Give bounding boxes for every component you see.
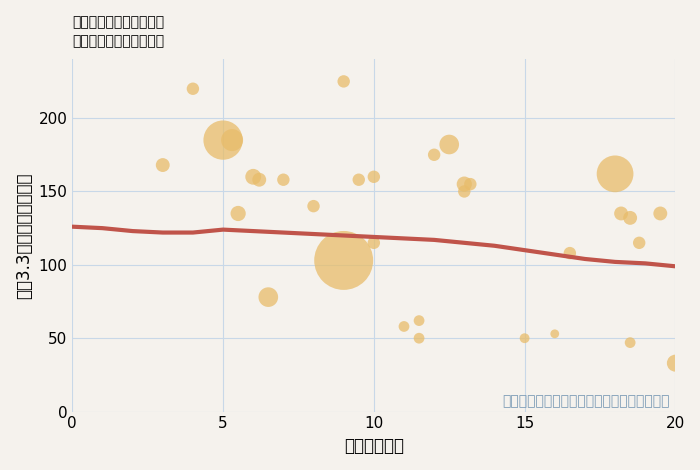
Text: 円の大きさは、取引のあった物件面積を示す: 円の大きさは、取引のあった物件面積を示す: [502, 394, 669, 408]
Point: [338, 257, 349, 264]
Point: [218, 136, 229, 144]
Y-axis label: 坪（3.3㎡）単価（万円）: 坪（3.3㎡）単価（万円）: [15, 172, 33, 299]
Point: [414, 317, 425, 324]
Point: [465, 180, 476, 188]
Point: [458, 188, 470, 195]
Point: [624, 214, 636, 222]
Point: [444, 141, 455, 148]
Point: [368, 239, 379, 247]
Point: [564, 250, 575, 257]
Point: [634, 239, 645, 247]
Point: [248, 173, 259, 180]
Point: [550, 330, 561, 337]
Point: [158, 161, 169, 169]
Text: 千葉県船橋市薬園台町の
駅距離別中古戸建て価格: 千葉県船橋市薬園台町の 駅距離別中古戸建て価格: [72, 15, 164, 48]
Point: [232, 210, 244, 217]
Point: [338, 78, 349, 85]
Point: [615, 210, 626, 217]
Point: [354, 176, 365, 183]
Point: [253, 176, 265, 183]
Point: [398, 323, 409, 330]
Point: [368, 173, 379, 180]
Point: [414, 335, 425, 342]
Point: [610, 170, 621, 178]
Point: [670, 360, 681, 367]
Point: [428, 151, 440, 158]
Point: [308, 203, 319, 210]
Point: [458, 180, 470, 188]
Point: [624, 339, 636, 346]
Point: [262, 293, 274, 301]
X-axis label: 駅距離（分）: 駅距離（分）: [344, 437, 404, 455]
Point: [227, 136, 238, 144]
Point: [278, 176, 289, 183]
Point: [654, 210, 666, 217]
Point: [519, 335, 530, 342]
Point: [188, 85, 199, 93]
